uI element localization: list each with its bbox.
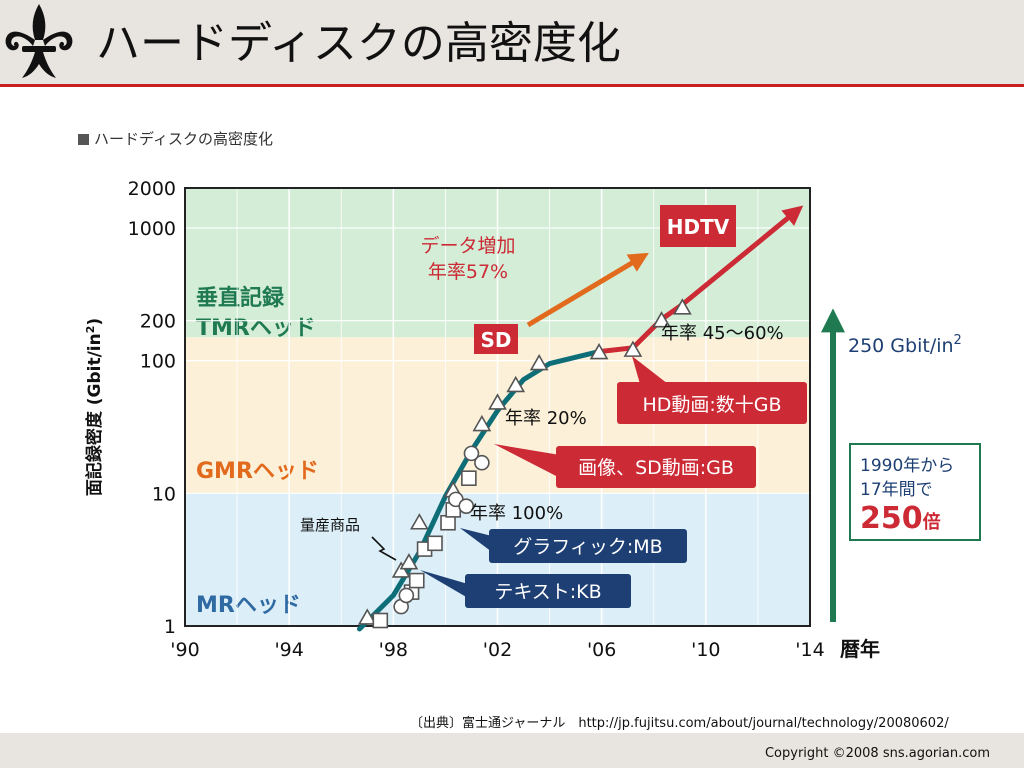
annotation-data-growth-1: データ増加 xyxy=(420,235,515,257)
data-point-triangle xyxy=(472,414,492,432)
x-tick-label: '02 xyxy=(483,639,512,661)
data-point-triangle xyxy=(623,340,643,357)
data-point-triangle xyxy=(488,393,507,410)
slide-title: ハードディスクの高密度化 xyxy=(96,18,621,69)
y-tick-label: 200 xyxy=(140,311,176,333)
annotation-rate-20: 年率 20% xyxy=(505,408,587,429)
x-tick-label: '06 xyxy=(587,639,616,661)
y-axis-title-sup: 2 xyxy=(84,326,97,334)
chart-points xyxy=(357,298,692,629)
label-graphic: グラフィック:MB xyxy=(513,536,662,558)
hdtv-box xyxy=(660,205,736,247)
data-point-circle xyxy=(398,587,415,604)
annotation-data-growth-2: 年率57% xyxy=(428,261,508,283)
data-point-square xyxy=(372,612,389,629)
growth-box-big-unit: 倍 xyxy=(923,511,941,533)
x-tick-label: '98 xyxy=(379,639,408,661)
label-text-box xyxy=(465,574,631,608)
plot-frame xyxy=(184,187,811,627)
growth-value-main: 250 Gbit/in xyxy=(848,335,954,357)
y-tick-label: 2000 xyxy=(128,178,176,200)
copyright: Copyright ©2008 sns.agorian.com xyxy=(764,746,990,761)
label-image: 画像、SD動画:GB xyxy=(578,457,734,479)
data-point-triangle xyxy=(652,311,671,328)
y-axis-title: 面記録密度 (Gbit/in2) xyxy=(84,318,105,496)
data-point-triangle xyxy=(391,561,411,578)
data-growth-arrow xyxy=(526,252,649,328)
x-tick-label: '10 xyxy=(691,639,720,661)
label-image-pointer xyxy=(494,444,560,478)
label-graphic-box xyxy=(489,529,687,563)
growth-box xyxy=(849,443,981,541)
data-point-circle xyxy=(458,498,475,514)
data-point-triangle xyxy=(357,608,377,625)
annotation-mass-production: 量産商品 xyxy=(300,516,360,534)
growth-box-big-number: 250 xyxy=(860,501,923,536)
data-point-circle xyxy=(474,454,490,471)
band-label-mr: MRヘッド xyxy=(196,593,301,618)
y-axis-title-close: ) xyxy=(85,318,105,326)
fleur-de-lis-icon xyxy=(5,4,73,78)
data-point-triangle xyxy=(399,553,419,570)
footer-bar xyxy=(0,733,1024,768)
y-axis-title-unit: Gbit/in xyxy=(85,333,105,397)
label-hd-box xyxy=(617,382,807,424)
data-point-square xyxy=(408,572,425,589)
growth-box-big: 250倍 xyxy=(860,501,941,536)
data-point-triangle xyxy=(673,298,692,315)
label-text-pointer xyxy=(420,570,468,598)
lightning-icon xyxy=(371,536,397,561)
sd-label: SD xyxy=(480,328,511,352)
hdtv-label: HDTV xyxy=(667,215,730,239)
x-axis-title: 暦年 xyxy=(840,637,880,661)
figure-caption: ハードディスクの高密度化 xyxy=(78,128,273,149)
label-text: テキスト:KB xyxy=(494,581,601,603)
annotation-rate-100: 年率 100% xyxy=(470,503,563,524)
source-citation: 〔出典〕富士通ジャーナル http://jp.fujitsu.com/about… xyxy=(410,716,949,731)
label-hd-pointer xyxy=(632,356,668,384)
sd-box xyxy=(474,324,518,354)
growth-value-sup: 2 xyxy=(954,333,962,348)
caption-square-icon xyxy=(78,134,89,145)
x-tick-label: '90 xyxy=(170,639,199,661)
y-axis-title-main: 面記録密度 ( xyxy=(84,397,105,496)
y-tick-label: 1 xyxy=(164,616,176,638)
band-label-vertical: 垂直記録 xyxy=(196,285,285,311)
data-point-triangle xyxy=(589,342,609,360)
data-point-triangle xyxy=(409,513,429,530)
growth-box-line2: 17年間で xyxy=(860,480,933,500)
growth-box-line1: 1990年から xyxy=(860,456,954,476)
data-point-square xyxy=(461,470,477,486)
data-point-triangle xyxy=(506,375,526,393)
band-label-tmr: TMRヘッド xyxy=(196,316,316,341)
data-point-triangle xyxy=(529,353,549,371)
growth-value: 250 Gbit/in2 xyxy=(848,333,962,357)
chart-ticks: 1 10 100 200 1000 2000 '90 '94 '98 '02 '06 '10 '14 暦年… xyxy=(84,178,880,661)
y-tick-label: 10 xyxy=(152,483,176,505)
figure-caption-text: ハードディスクの高密度化 xyxy=(94,130,273,148)
data-point-circle xyxy=(463,445,480,462)
label-image-box xyxy=(556,446,756,488)
label-graphic-pointer xyxy=(460,528,492,552)
x-tick-label: '14 xyxy=(795,639,824,661)
title-bar xyxy=(0,0,1024,86)
label-hd: HD動画:数十GB xyxy=(642,394,781,416)
y-tick-label: 1000 xyxy=(128,218,176,240)
annotation-rate-45-60: 年率 45〜60% xyxy=(661,323,784,344)
data-point-square xyxy=(440,514,456,531)
band-label-gmr: GMRヘッド xyxy=(196,459,319,484)
chart-frame xyxy=(184,187,811,627)
data-point-square xyxy=(427,535,443,552)
title-underline xyxy=(0,84,1024,87)
y-tick-label: 100 xyxy=(140,351,176,373)
x-tick-label: '94 xyxy=(274,639,303,661)
